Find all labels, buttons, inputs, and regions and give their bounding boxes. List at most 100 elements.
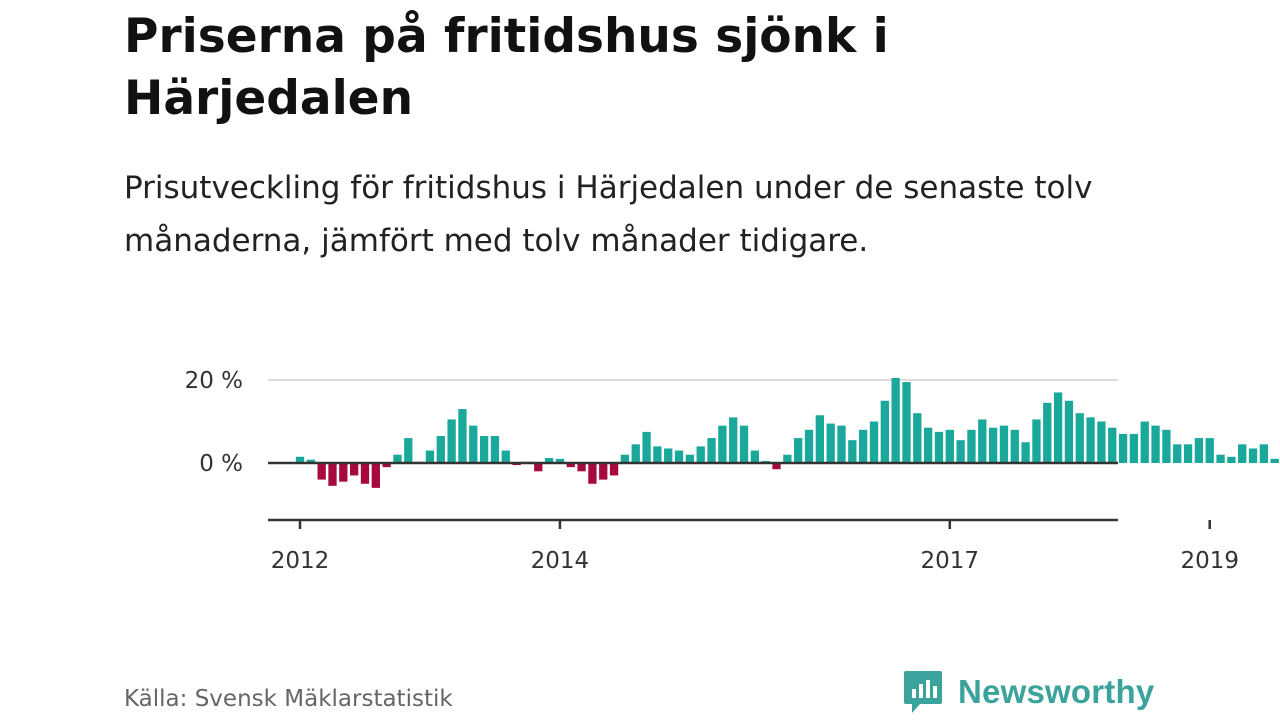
bar (490, 436, 500, 464)
bar (923, 427, 933, 463)
bar (718, 425, 727, 463)
y-tick-label: 20 % (185, 368, 243, 394)
bar (436, 436, 445, 464)
x-tick-label: 2017 (921, 548, 980, 574)
bar (1270, 458, 1279, 463)
bar (566, 463, 575, 468)
bar (783, 454, 792, 463)
axes (268, 461, 1211, 529)
bar (891, 377, 900, 463)
bar (544, 458, 554, 463)
bar (328, 463, 337, 486)
bar (295, 456, 305, 464)
bar (1151, 425, 1160, 463)
bar (945, 429, 954, 463)
bar (620, 454, 630, 463)
bar (859, 429, 868, 463)
bar (371, 463, 380, 488)
x-tick-label: 2019 (1180, 548, 1239, 574)
bar (425, 450, 435, 463)
bar (869, 421, 879, 463)
bar (1248, 448, 1258, 463)
bar (501, 450, 510, 463)
bar (1108, 427, 1117, 463)
bar (729, 417, 738, 463)
bar (772, 463, 781, 470)
bar (350, 463, 359, 476)
bar (880, 400, 889, 463)
bar (1086, 417, 1095, 463)
bar (837, 425, 846, 463)
bar (317, 463, 326, 480)
bar (934, 431, 944, 464)
bar (1238, 444, 1247, 463)
bar (469, 425, 478, 463)
bar (794, 438, 803, 463)
bar (306, 459, 315, 463)
brand-name: Newsworthy (958, 673, 1155, 710)
bar (1216, 454, 1225, 463)
tick-labels: 0 %20 %201220142017201920222024 (185, 368, 1239, 574)
x-tick-label: 2014 (531, 548, 590, 574)
bar (956, 440, 965, 464)
bar (826, 423, 835, 463)
bar (1053, 392, 1063, 463)
newsworthy-chat-bars-icon (904, 671, 942, 713)
bar (804, 429, 814, 463)
bar (1010, 429, 1019, 463)
bar (739, 425, 749, 463)
bar (1064, 400, 1074, 463)
bar (1043, 402, 1052, 463)
bar (967, 429, 976, 463)
bar (1129, 433, 1139, 463)
bar (815, 415, 824, 464)
bar (1227, 456, 1236, 464)
x-tick-label: 2012 (271, 548, 330, 574)
bar (479, 436, 489, 464)
bar (664, 448, 673, 463)
bar (674, 450, 684, 463)
bar (458, 409, 467, 463)
bar (339, 463, 348, 482)
y-tick-label: 0 % (199, 451, 243, 477)
bar (696, 446, 705, 463)
brand-logo[interactable]: Newsworthy (902, 668, 1154, 716)
bar (1173, 444, 1182, 463)
bar (913, 413, 922, 463)
bar (609, 463, 619, 476)
bar (360, 463, 370, 484)
bar (707, 438, 716, 463)
bar (1075, 413, 1084, 463)
chart-title: Priserna på fritidshus sjönk i Härjedale… (124, 9, 889, 126)
bar (404, 438, 413, 463)
bar (555, 458, 565, 463)
bar (999, 425, 1009, 463)
bar (382, 463, 391, 468)
bar (1118, 433, 1128, 463)
bar (588, 463, 597, 484)
bar (685, 454, 695, 463)
bar (848, 440, 857, 464)
bar (1140, 421, 1149, 463)
bar (902, 382, 911, 463)
source-note: Källa: Svensk Mäklarstatistik (124, 686, 453, 712)
bar (1097, 421, 1106, 463)
bar-series (295, 377, 1279, 488)
bar (599, 463, 608, 480)
bar (1032, 419, 1041, 464)
bar (1194, 438, 1204, 463)
bar (577, 463, 586, 472)
bar (653, 446, 662, 463)
bar (750, 450, 760, 463)
bar (631, 444, 640, 463)
bar (447, 419, 456, 464)
bar (988, 427, 998, 463)
bar (1205, 438, 1214, 463)
bar (1162, 429, 1171, 463)
bar (978, 419, 987, 464)
bar (534, 463, 543, 472)
bar-chart: 0 %20 %201220142017201920222024 −7 % (185, 368, 1279, 574)
bar (393, 454, 402, 463)
bar (642, 431, 651, 464)
chart-subtitle: Prisutveckling för fritidshus i Härjedal… (124, 170, 1093, 259)
